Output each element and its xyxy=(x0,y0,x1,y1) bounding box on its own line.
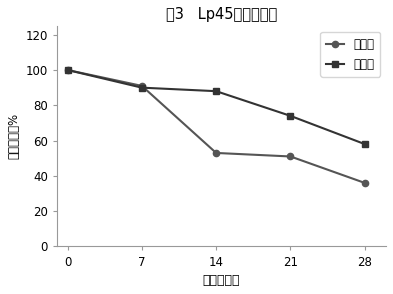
Line: 对照组: 对照组 xyxy=(64,67,368,186)
对照组 xyxy=(65,68,70,72)
对照组 xyxy=(288,155,293,158)
实验组 xyxy=(140,86,144,89)
Legend: 对照组, 实验组: 对照组, 实验组 xyxy=(320,32,380,77)
Line: 实验组: 实验组 xyxy=(64,67,368,147)
对照组 xyxy=(140,84,144,88)
Title: 图3   Lp45稳定性数据: 图3 Lp45稳定性数据 xyxy=(166,7,277,22)
实验组 xyxy=(214,89,219,93)
对照组 xyxy=(214,151,219,155)
实验组 xyxy=(65,68,70,72)
X-axis label: 时间（天）: 时间（天） xyxy=(203,274,240,287)
对照组 xyxy=(362,181,367,185)
实验组 xyxy=(288,114,293,118)
Y-axis label: 细胞存活率%: 细胞存活率% xyxy=(7,113,20,159)
实验组 xyxy=(362,142,367,146)
